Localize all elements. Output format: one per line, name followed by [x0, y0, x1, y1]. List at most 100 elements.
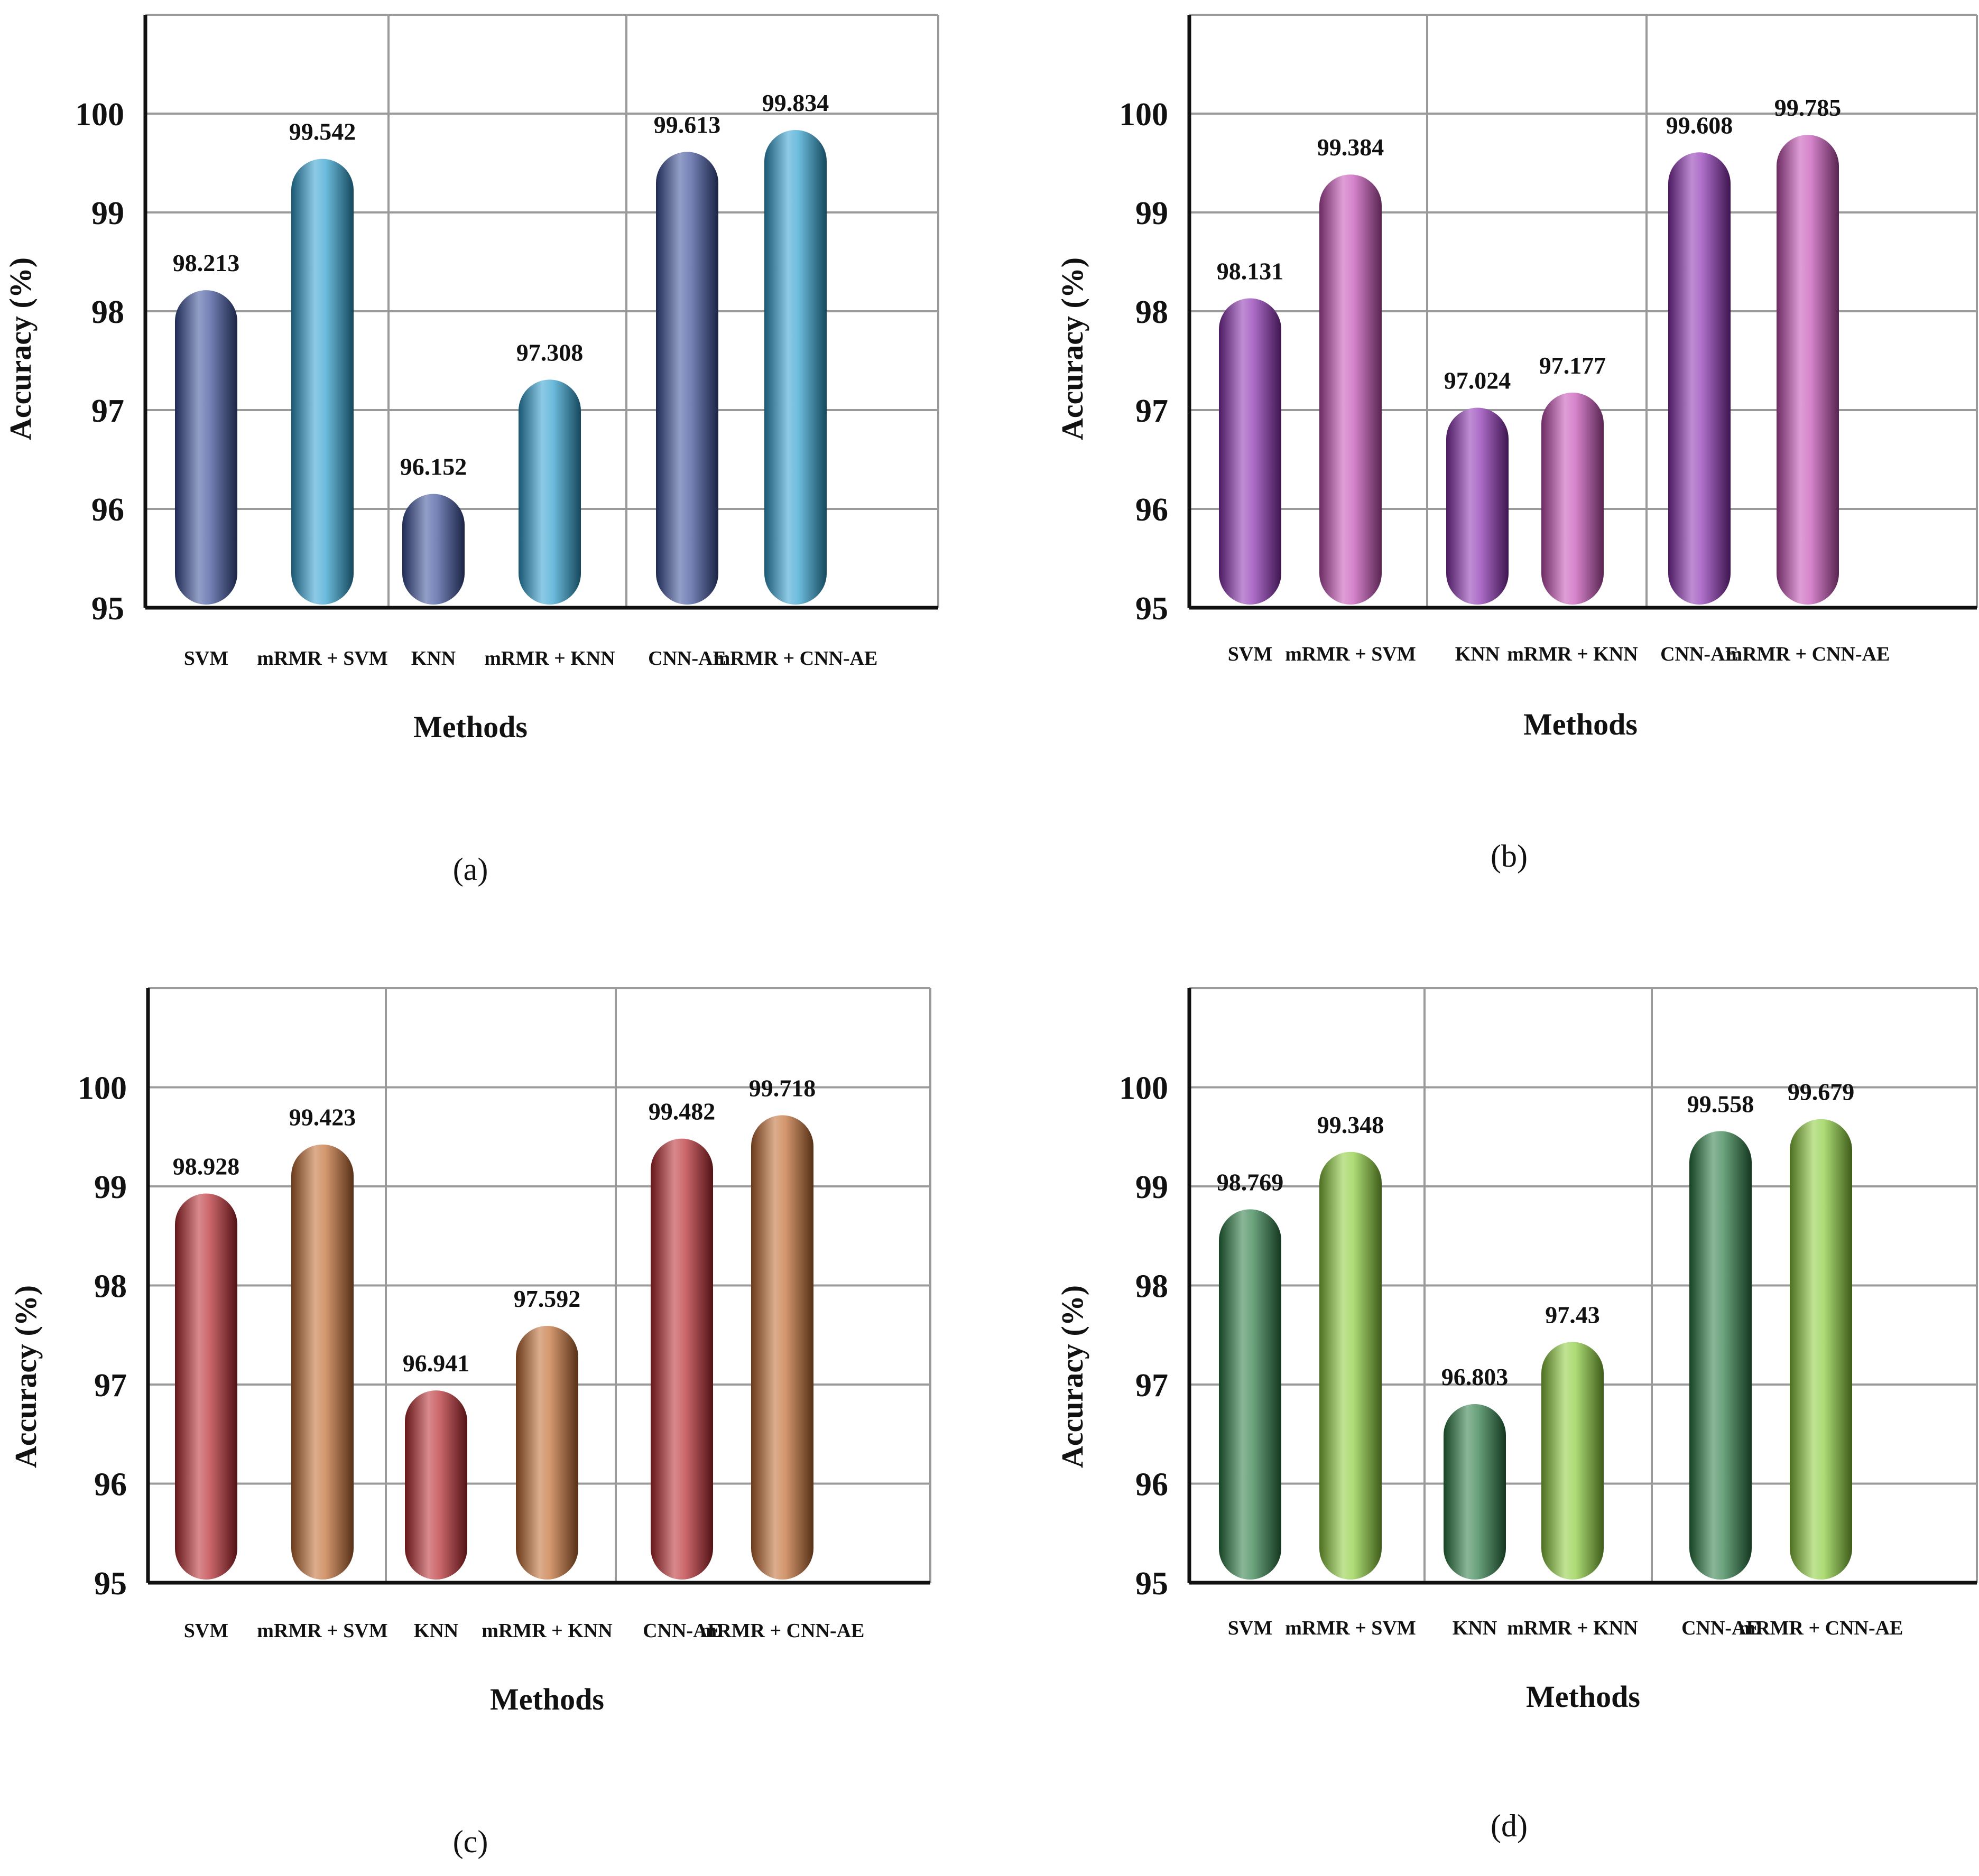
bar	[1668, 152, 1731, 605]
data-label: 98.769	[1217, 1168, 1284, 1195]
y-tick-label: 98	[1135, 294, 1168, 330]
x-tick-label: SVM	[1228, 643, 1272, 665]
bar	[656, 152, 718, 605]
chart-panel: 95 96 97 98 99 100 98.131 SVM 99.384 mRMR + SVM 97…	[1055, 14, 1978, 874]
chart-panel: 95 96 97 98 99 100 98.928 SVM 99.423 mRMR + SVM 96…	[8, 987, 931, 1859]
y-axis-title: Accuracy (%)	[8, 1285, 43, 1468]
y-axis-title: Accuracy (%)	[1055, 1285, 1089, 1468]
data-label: 99.834	[762, 89, 829, 116]
y-tick-label: 97	[91, 393, 124, 429]
bar	[291, 1144, 354, 1580]
x-tick-label: mRMR + CNN-AE	[1726, 643, 1890, 665]
bar	[1319, 1151, 1382, 1580]
panel-label: (d)	[1491, 1808, 1528, 1843]
y-tick-label: 97	[1135, 1368, 1168, 1404]
bar	[1446, 407, 1509, 605]
bar	[1777, 135, 1839, 605]
y-tick-label: 99	[1135, 196, 1168, 231]
y-tick-label: 98	[94, 1269, 127, 1305]
data-label: 97.177	[1539, 352, 1606, 379]
data-label: 97.308	[516, 339, 584, 366]
bar	[764, 130, 827, 605]
y-tick-label: 100	[1119, 97, 1168, 133]
data-label: 97.024	[1444, 367, 1511, 394]
bar	[1689, 1131, 1752, 1580]
y-tick-label: 98	[91, 294, 124, 330]
data-label: 99.558	[1687, 1090, 1754, 1117]
bar	[751, 1115, 813, 1580]
x-tick-label: mRMR + KNN	[1507, 1617, 1638, 1639]
x-tick-label: mRMR + CNN-AE	[714, 647, 878, 670]
y-tick-label: 96	[1135, 1467, 1168, 1503]
chart-panel: 95 96 97 98 99 100 98.213 SVM 99.542 mRMR + SVM 96…	[3, 14, 939, 887]
data-label: 96.941	[403, 1350, 470, 1377]
x-axis-title: Methods	[490, 1682, 604, 1716]
y-tick-label: 99	[94, 1169, 127, 1205]
chart-panel: 95 96 97 98 99 100 98.769 SVM 99.348 mRMR + SVM 96…	[1055, 987, 1978, 1843]
data-label: 99.423	[289, 1104, 356, 1131]
x-tick-label: SVM	[184, 647, 228, 670]
data-label: 98.213	[173, 249, 240, 276]
y-tick-label: 100	[1119, 1071, 1168, 1107]
panel-label: (a)	[453, 852, 488, 887]
bar	[1219, 1209, 1281, 1580]
y-tick-label: 96	[1135, 492, 1168, 528]
y-tick-label: 95	[94, 1566, 127, 1602]
bar	[402, 494, 465, 605]
y-tick-label: 98	[1135, 1269, 1168, 1305]
data-label: 99.785	[1774, 94, 1842, 121]
bar	[516, 1326, 578, 1580]
y-tick-label: 97	[1135, 393, 1168, 429]
data-label: 99.613	[654, 111, 721, 138]
data-label: 99.679	[1788, 1079, 1855, 1106]
data-label: 99.718	[749, 1074, 816, 1101]
bar	[1541, 1342, 1604, 1580]
bar	[1319, 174, 1382, 605]
x-tick-label: mRMR + SVM	[257, 1620, 388, 1642]
y-tick-label: 97	[94, 1368, 127, 1404]
bar	[291, 159, 354, 605]
x-tick-label: KNN	[1455, 643, 1500, 665]
bar	[1541, 392, 1604, 605]
x-tick-label: mRMR + KNN	[484, 647, 615, 670]
data-label: 99.348	[1317, 1111, 1384, 1138]
x-axis-title: Methods	[1523, 707, 1638, 741]
x-tick-label: KNN	[1453, 1617, 1497, 1639]
x-tick-label: mRMR + SVM	[1285, 1617, 1416, 1639]
y-tick-label: 95	[1135, 1566, 1168, 1602]
x-tick-label: mRMR + SVM	[1285, 643, 1416, 665]
x-tick-label: mRMR + KNN	[482, 1620, 613, 1642]
y-axis-title: Accuracy (%)	[3, 257, 38, 440]
bar	[175, 290, 237, 605]
data-label: 96.803	[1441, 1363, 1509, 1390]
x-axis-title: Methods	[1526, 1679, 1640, 1714]
y-tick-label: 95	[91, 591, 124, 627]
x-tick-label: mRMR + SVM	[257, 647, 388, 670]
x-tick-label: SVM	[1228, 1617, 1272, 1639]
data-label: 99.542	[289, 118, 356, 145]
y-axis-title: Accuracy (%)	[1055, 257, 1089, 440]
x-tick-label: mRMR + CNN-AE	[1739, 1617, 1903, 1639]
data-label: 97.43	[1545, 1301, 1600, 1328]
data-label: 96.152	[400, 453, 467, 480]
x-tick-label: KNN	[414, 1620, 458, 1642]
y-tick-label: 95	[1135, 591, 1168, 627]
x-tick-label: mRMR + CNN-AE	[700, 1620, 865, 1642]
bar	[405, 1390, 467, 1580]
panel-label: (c)	[453, 1824, 488, 1859]
data-label: 97.592	[514, 1285, 581, 1312]
x-axis-title: Methods	[413, 710, 528, 744]
y-tick-label: 96	[91, 492, 124, 528]
data-label: 98.131	[1217, 258, 1284, 285]
bar	[175, 1193, 237, 1580]
bar	[651, 1138, 713, 1580]
y-tick-label: 100	[75, 97, 124, 133]
y-tick-label: 99	[1135, 1169, 1168, 1205]
bar	[1219, 298, 1281, 605]
data-label: 99.384	[1317, 134, 1384, 161]
y-tick-label: 96	[94, 1467, 127, 1503]
bar	[519, 379, 581, 605]
x-tick-label: CNN-AE	[643, 1620, 721, 1642]
y-tick-label: 99	[91, 196, 124, 231]
